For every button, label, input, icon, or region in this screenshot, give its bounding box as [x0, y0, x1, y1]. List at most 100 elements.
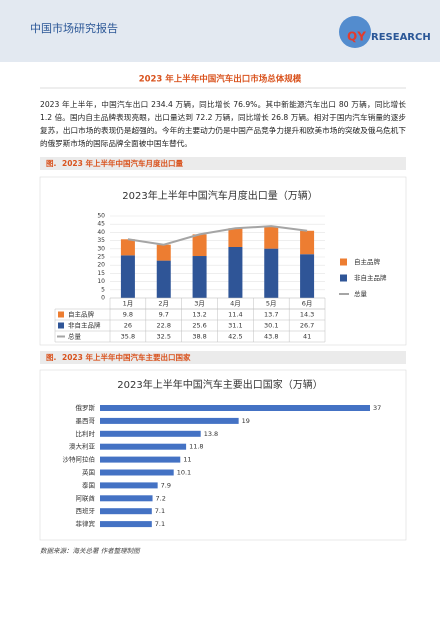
- y-tick-label: 35: [97, 237, 105, 244]
- chart-title: 2023年上半年中国汽车月度出口量（万辆）: [122, 189, 317, 202]
- table-cell: 31.1: [228, 322, 242, 330]
- value-label: 13.8: [204, 430, 218, 438]
- value-label: 7.1: [155, 520, 165, 528]
- y-tick-label: 沙特阿拉伯: [63, 455, 96, 464]
- bar: [156, 244, 171, 261]
- logo-word: RESEARCH: [371, 32, 431, 43]
- bar: [100, 495, 153, 502]
- value-label: 7.9: [161, 481, 171, 489]
- source: 数据来源：海关总署 作者整理制图: [40, 547, 141, 555]
- y-tick-label: 英国: [82, 468, 95, 477]
- legend-key: [340, 274, 347, 282]
- table-cell: 11.4: [228, 311, 242, 319]
- table-cell: 22.8: [157, 322, 171, 330]
- bar: [192, 234, 207, 257]
- table-cell: 43.8: [264, 333, 278, 341]
- table-cell: 42.5: [228, 333, 242, 341]
- legend-label: 总量: [354, 289, 368, 298]
- logo-mark: QY: [347, 30, 366, 44]
- y-tick-label: 泰国: [82, 480, 95, 489]
- bar: [100, 469, 174, 476]
- x-tick-label: 3月: [194, 300, 205, 308]
- section-title: 2023 年上半年中国汽车出口市场总体规模: [139, 74, 302, 85]
- table-cell: 14.3: [300, 311, 314, 319]
- logo-globe: [339, 16, 371, 48]
- header-title: 中国市场研究报告: [30, 21, 118, 35]
- bar: [100, 521, 152, 528]
- table-cell: 9.8: [123, 311, 133, 319]
- value-label: 10.1: [177, 469, 191, 477]
- bar: [264, 248, 279, 298]
- y-tick-label: 墨西哥: [76, 417, 96, 425]
- bar: [100, 482, 158, 489]
- y-tick-label: 15: [97, 270, 105, 277]
- y-tick-label: 20: [97, 262, 105, 269]
- bar: [228, 246, 243, 298]
- legend-key: [340, 258, 347, 266]
- chart-frame: [39, 176, 407, 346]
- chart-title: 2023年上半年中国汽车主要出口国家（万辆）: [117, 378, 322, 391]
- value-label: 37: [373, 404, 381, 412]
- value-label: 7.2: [156, 494, 166, 502]
- table-cell: 41: [303, 333, 311, 341]
- y-tick-label: 10: [97, 278, 105, 285]
- y-tick-label: 0: [101, 295, 105, 302]
- value-label: 7.1: [155, 507, 165, 515]
- bar: [192, 256, 207, 298]
- table-row-label: 总量: [68, 332, 82, 341]
- y-tick-label: 俄罗斯: [76, 403, 96, 412]
- x-tick-label: 5月: [266, 300, 277, 308]
- paragraph: 2023 年上半年，中国汽车出口 234.4 万辆，同比增长 76.9%。其中新…: [40, 100, 406, 148]
- bar: [100, 417, 239, 424]
- bar: [228, 228, 243, 247]
- table-key: [58, 311, 64, 318]
- y-tick-label: 30: [97, 245, 105, 252]
- table-cell: 9.7: [159, 311, 169, 319]
- table-cell: 26.7: [300, 322, 314, 330]
- y-tick-label: 比利时: [76, 429, 96, 438]
- value-label: 19: [242, 417, 250, 425]
- table-cell: 38.8: [192, 333, 206, 341]
- bar: [100, 430, 201, 437]
- y-tick-label: 菲律宾: [76, 519, 96, 528]
- bar: [100, 508, 152, 515]
- value-label: 11: [183, 456, 191, 464]
- x-tick-label: 2月: [158, 300, 169, 308]
- bar: [300, 230, 315, 255]
- caption-band: [40, 351, 406, 364]
- x-tick-label: 4月: [230, 300, 241, 308]
- caption-band: [40, 157, 406, 170]
- chart-frame: [39, 369, 407, 541]
- y-tick-label: 5: [101, 286, 105, 293]
- bar: [264, 226, 279, 249]
- table-cell: 30.1: [264, 322, 278, 330]
- table-key: [58, 322, 64, 329]
- table-row-label: 非自主品牌: [68, 321, 101, 330]
- table-cell: 35.8: [121, 333, 135, 341]
- value-label: 11.8: [189, 443, 203, 451]
- y-tick-label: 澳大利亚: [69, 442, 96, 451]
- caption-label: 图.: [46, 159, 56, 168]
- table-cell: 25.6: [192, 322, 206, 330]
- caption-text: 2023 年上半年中国汽车主要出口国家: [62, 352, 191, 362]
- table-row-label: 自主品牌: [68, 310, 95, 319]
- y-tick-label: 西班牙: [76, 506, 96, 515]
- table-cell: 26: [124, 322, 132, 330]
- legend-label: 非自主品牌: [354, 273, 387, 282]
- y-tick-label: 25: [97, 254, 105, 261]
- bar: [100, 405, 370, 411]
- caption-text: 2023 年上半年中国汽车月度出口量: [62, 158, 183, 168]
- line: [127, 225, 308, 246]
- bar: [120, 239, 135, 256]
- bar: [100, 456, 181, 463]
- x-tick-label: 1月: [123, 300, 134, 308]
- bar: [100, 443, 187, 450]
- table-cell: 13.7: [264, 311, 278, 319]
- legend-label: 自主品牌: [354, 257, 381, 266]
- x-tick-label: 6月: [302, 300, 313, 308]
- table-cell: 13.2: [192, 311, 206, 319]
- y-tick-label: 阿联酋: [76, 493, 96, 502]
- caption-label: 图.: [46, 353, 56, 362]
